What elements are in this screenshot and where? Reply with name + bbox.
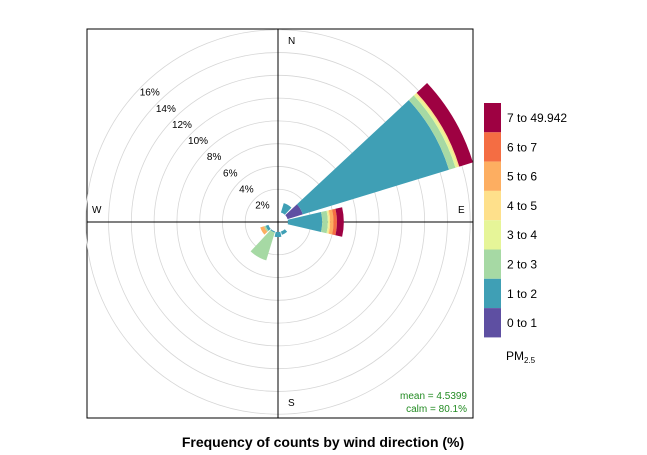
legend-title-main: PM (506, 349, 524, 363)
legend-swatch-5 (484, 161, 501, 191)
ring-label-14: 14% (156, 104, 176, 115)
legend-title: PM2.5 (506, 349, 536, 365)
bar-SSW-2-to-3 (250, 230, 275, 261)
legend-label-6: 6 to 7 (507, 140, 537, 154)
bar-SSW-1-to-2 (270, 229, 276, 233)
calm-stat: calm = 80.1% (406, 404, 467, 415)
bar-WSW-5-to-6 (260, 226, 268, 235)
legend-label-1: 1 to 2 (507, 287, 537, 301)
ring-label-10: 10% (188, 136, 208, 147)
bar-ENE-0-to-1 (285, 204, 303, 220)
west-label: W (92, 205, 102, 216)
bar-SSE-1-to-2 (280, 229, 288, 235)
ring-label-8: 8% (207, 152, 222, 163)
legend-label-2: 2 to 3 (507, 258, 537, 272)
legend-label-5: 5 to 6 (507, 170, 537, 184)
bar-E-1-to-2 (287, 212, 323, 232)
chart-title: Frequency of counts by wind direction (%… (182, 434, 464, 450)
bar-ENE-3-to-4 (413, 93, 458, 168)
ring-label-6: 6% (223, 168, 238, 179)
legend-swatch-3 (484, 220, 501, 250)
plot-panel (86, 28, 474, 419)
bar-E-7-to-49-942 (335, 207, 344, 237)
bar-ENE-7-to-49-942 (416, 82, 473, 167)
bar-ENE-2-to-3 (408, 95, 456, 170)
bar-E-3-to-4 (326, 210, 329, 234)
ring-label-4: 4% (239, 184, 254, 195)
compass-axes (87, 29, 473, 418)
bar-E-6-to-7 (332, 208, 337, 236)
legend: 7 to 49.942 6 to 7 5 to 6 4 to 5 3 to 4 2 to … (484, 103, 567, 338)
legend-swatch-2 (484, 249, 501, 279)
legend-swatch-1 (484, 278, 501, 309)
legend-label-7: 7 to 49.942 (507, 111, 567, 125)
legend-label-4: 4 to 5 (507, 199, 537, 213)
bar-WSW-2-to-3 (264, 225, 269, 232)
east-label: E (458, 205, 465, 216)
bar-NNE-1-to-2 (280, 203, 292, 215)
bar-WSW-1-to-2 (265, 224, 271, 231)
wind-rose-bars (250, 82, 473, 261)
ring-labels: 2%4%6%8% 10% 12% 14% 16% (140, 88, 270, 212)
legend-title-subscript: 2.5 (524, 356, 536, 365)
legend-swatch-7 (484, 103, 501, 133)
bar-E-5-to-6 (328, 209, 334, 235)
legend-label-0: 0 to 1 (507, 316, 537, 330)
ring-label-2: 2% (255, 200, 270, 211)
legend-swatch-0 (484, 308, 501, 338)
bar-ENE-1-to-2 (296, 100, 449, 215)
south-label: S (288, 398, 295, 409)
ring-label-16: 16% (140, 88, 160, 99)
legend-swatch-6 (484, 132, 501, 162)
bar-S-1-to-2 (274, 231, 282, 238)
mean-stat: mean = 4.5399 (400, 391, 467, 402)
bar-E-4-to-5 (327, 210, 331, 234)
ring-label-12: 12% (172, 120, 192, 131)
legend-label-3: 3 to 4 (507, 228, 537, 242)
bar-E-2-to-3 (321, 210, 328, 234)
legend-swatch-4 (484, 190, 501, 221)
north-label: N (288, 36, 295, 47)
